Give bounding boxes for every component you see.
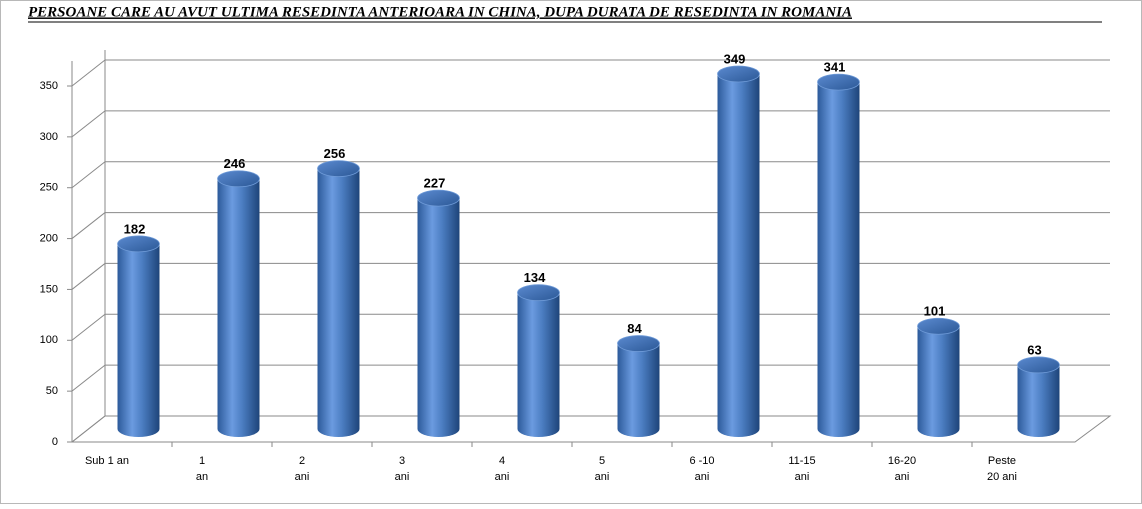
bar [1017, 364, 1060, 437]
y-tick-label: 350 [40, 80, 58, 92]
data-label: 134 [524, 270, 546, 285]
x-tick-label: an [196, 471, 208, 483]
bar [917, 326, 960, 437]
bar [417, 198, 460, 437]
x-tick-label: ani [295, 471, 310, 483]
x-tick-label: 6 -10 [689, 455, 714, 467]
x-tick-label: 2 [299, 455, 305, 467]
y-tick-label: 250 [40, 182, 58, 194]
x-tick-label: 16-20 [888, 455, 916, 467]
bar-top [117, 235, 160, 253]
x-tick-label: 1 [199, 455, 205, 467]
bar-top [917, 317, 960, 335]
x-tick-label: Peste [988, 455, 1016, 467]
bar-top [317, 160, 360, 178]
grid-line [71, 212, 106, 239]
bar-top [1017, 356, 1060, 374]
bar [217, 178, 260, 438]
data-label: 227 [424, 176, 446, 191]
data-label: 63 [1027, 342, 1041, 357]
x-tick-label: ani [495, 471, 510, 483]
y-tick-label: 150 [40, 283, 58, 295]
x-tick-label: Sub 1 an [85, 455, 129, 467]
bar-top [617, 335, 660, 352]
bar [117, 243, 160, 437]
grid-line [71, 161, 106, 189]
data-label: 246 [224, 156, 246, 171]
x-tick-label: ani [695, 471, 710, 483]
y-tick-label: 0 [52, 436, 58, 448]
bar-top [817, 73, 860, 91]
x-tick-label: 3 [399, 455, 405, 467]
y-tick-label: 200 [40, 232, 58, 244]
data-label: 84 [627, 321, 642, 336]
data-label: 182 [124, 221, 146, 236]
bar [717, 74, 760, 437]
x-tick-label: ani [795, 471, 810, 483]
x-tick-label: 4 [499, 455, 505, 467]
y-tick-label: 300 [40, 131, 58, 143]
grid-line [71, 110, 106, 138]
plot-area: 0 50 100 150 200 250 300 350 Sub 1 an 182 1 an 246 2 a… [40, 50, 1112, 483]
grid-line [71, 313, 106, 341]
bar-top [217, 170, 260, 188]
chart-title: PERSOANE CARE AU AVUT ULTIMA RESEDINTA A… [28, 4, 852, 20]
y-tick-label: 50 [46, 385, 58, 397]
grid-line [71, 59, 106, 87]
x-tick-label: ani [895, 471, 910, 483]
x-tick-label: ani [395, 471, 410, 483]
x-tick-label: 5 [599, 455, 605, 467]
bar [317, 168, 360, 437]
grid-line [71, 263, 106, 290]
grid-line [71, 415, 106, 443]
bar-top [717, 65, 760, 83]
data-label: 256 [324, 146, 346, 161]
bar [617, 343, 660, 437]
bar-top [517, 284, 560, 302]
data-label: 101 [924, 304, 946, 319]
bar [517, 292, 560, 437]
x-tick-label: ani [595, 471, 610, 483]
grid-line [71, 364, 106, 392]
y-tick-label: 100 [40, 334, 58, 346]
data-label: 341 [824, 60, 846, 75]
bar-top [417, 189, 460, 207]
x-tick-label: 11-15 [788, 455, 815, 467]
x-tick-label: 20 ani [987, 471, 1017, 483]
data-label: 349 [724, 51, 746, 66]
bar [817, 82, 860, 437]
